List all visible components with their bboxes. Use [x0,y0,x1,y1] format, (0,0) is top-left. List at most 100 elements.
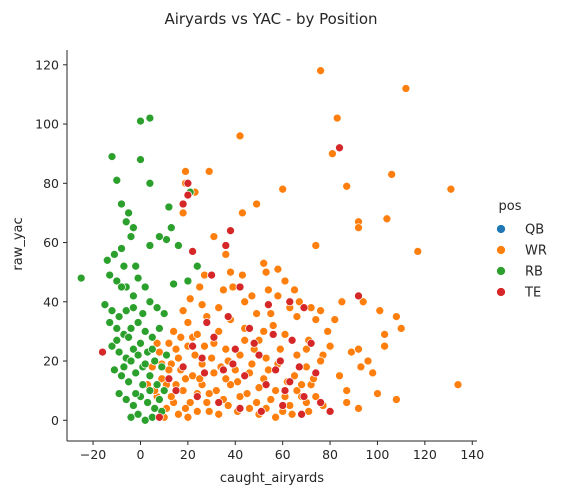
data-point-rb [107,152,117,161]
data-point-wr [292,350,302,360]
x-tick-label: 80 [322,447,338,462]
data-point-te [197,353,207,363]
data-point-rb [107,306,117,316]
y-ticks: 0 20 40 60 80 100 120 [35,57,67,428]
data-point-wr [219,285,228,295]
data-point-wr [287,409,297,419]
x-tick-label: 120 [413,447,437,462]
data-point-wr [316,306,325,316]
data-point-te [256,407,266,416]
data-point-wr [259,327,269,336]
legend-label-qb: QB [525,223,544,238]
data-point-wr [204,167,214,176]
data-point-te [219,365,228,375]
data-point-rb [192,261,202,271]
legend-label-te: TE [524,286,541,301]
data-point-wr [354,223,363,233]
data-point-wr [342,386,352,395]
data-point-wr [342,181,352,191]
legend-label-wr: WR [525,244,547,259]
data-point-rb [145,113,155,123]
data-point-rb [117,371,126,381]
data-point-rb [159,386,169,395]
data-point-wr [214,409,224,419]
data-point-wr [290,285,299,295]
data-point-te [207,270,216,280]
data-point-rb [162,350,171,360]
data-point-wr [214,327,224,336]
data-point-te [294,362,304,372]
data-point-rb [133,350,143,360]
data-point-rb [126,232,136,241]
data-point-te [178,199,188,209]
data-point-wr [204,389,214,398]
data-point-wr [292,386,302,395]
data-point-rb [174,241,183,250]
data-point-rb [121,217,131,227]
data-point-rb [100,300,110,310]
data-point-wr [169,327,178,336]
data-point-wr [316,356,325,366]
data-point-wr [311,315,321,324]
data-point-rb [166,223,176,233]
data-point-wr [273,291,283,301]
data-point-te [354,291,363,301]
x-tick-label: 20 [180,447,196,462]
data-point-rb [145,297,155,307]
data-point-rb [145,386,155,395]
data-point-rb [147,344,157,354]
data-point-rb [136,155,145,164]
data-point-wr [302,344,311,354]
data-point-wr [200,341,209,351]
data-point-wr [264,365,273,375]
legend-items: QB WR RB TE [496,223,547,301]
data-point-rb [124,208,133,218]
data-point-rb [152,380,162,390]
data-point-wr [221,250,231,259]
data-point-te [164,374,174,384]
data-point-wr [413,247,423,256]
data-point-rb [138,380,148,390]
chart-title: Airyards vs YAC - by Position [164,10,377,28]
data-point-rb [147,332,157,342]
data-point-te [275,356,285,366]
data-point-rb [121,395,131,404]
data-point-wr [247,359,257,369]
data-point-rb [138,309,148,318]
data-point-rb [129,303,138,313]
data-point-wr [174,409,183,419]
data-point-wr [204,407,214,416]
data-point-wr [332,113,342,123]
data-point-rb [119,261,129,271]
data-point-wr [238,270,247,280]
data-point-wr [174,353,183,363]
data-point-rb [121,306,131,316]
x-tick-label: 0 [136,447,144,462]
y-tick-label: 120 [35,57,59,72]
x-tick-label: 100 [366,447,390,462]
data-point-wr [202,398,212,407]
data-point-wr [323,327,333,336]
data-point-te [183,178,193,188]
data-point-rb [112,335,122,345]
data-point-te [235,282,245,292]
data-point-wr [401,84,411,93]
data-point-wr [280,330,290,339]
data-point-rb [119,362,129,372]
x-tick-label: 40 [227,447,243,462]
data-point-rb [129,401,138,410]
data-point-te [287,335,297,345]
data-point-wr [380,341,389,351]
data-point-wr [185,294,195,304]
data-point-wr [342,398,352,407]
data-point-wr [330,315,340,324]
data-point-wr [252,199,261,209]
data-point-wr [166,392,176,401]
data-point-rb [143,398,152,407]
data-point-rb [140,327,150,336]
data-point-wr [325,341,335,351]
data-point-wr [266,309,276,318]
data-point-te [311,368,321,378]
data-point-te [209,332,219,342]
